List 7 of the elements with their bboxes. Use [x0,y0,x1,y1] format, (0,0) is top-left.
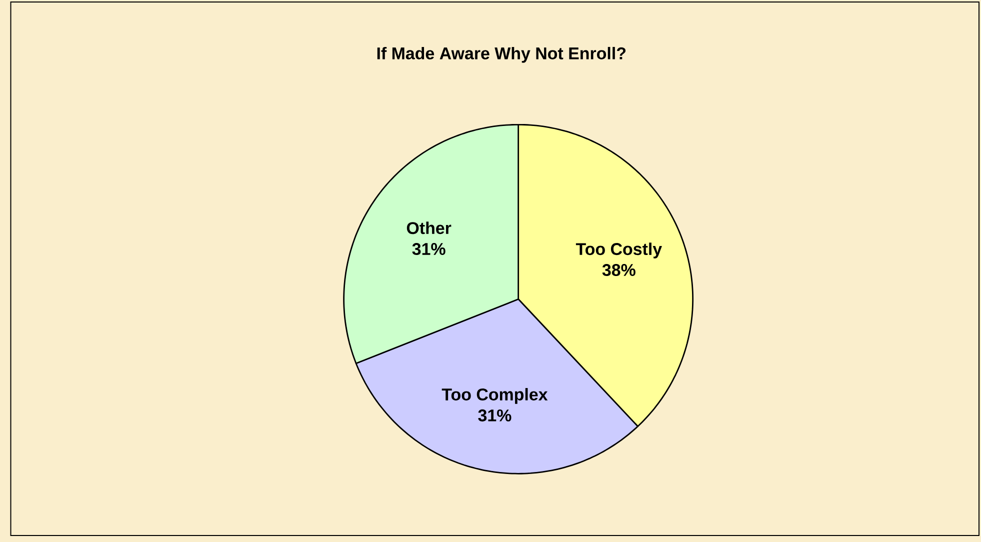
slice-label: Too Complex [442,388,548,404]
slice-label: Too Costly [576,242,662,258]
data-label: 38% [602,264,636,276]
data-label: 31% [478,409,512,422]
slice-label: Other [406,221,452,234]
chart-title: If Made Aware Why Not Enroll? [377,46,626,63]
data-label: 31% [412,242,446,255]
